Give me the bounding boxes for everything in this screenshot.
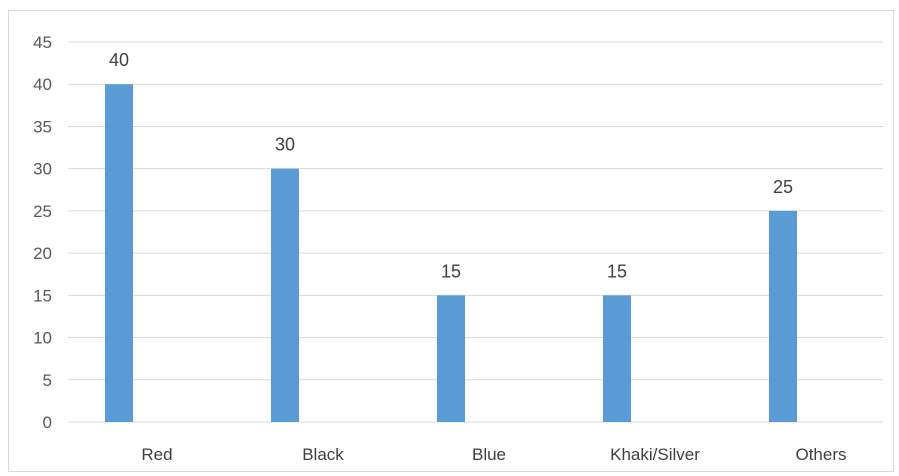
data-label: 30 (275, 135, 295, 155)
bar-khaki-silver (603, 295, 631, 422)
y-tick-label: 35 (33, 117, 52, 136)
y-tick-label: 20 (33, 244, 52, 263)
category-label: Khaki/Silver (610, 445, 700, 464)
bar-black (271, 168, 299, 422)
y-tick-label: 25 (33, 202, 52, 221)
category-label: Blue (472, 445, 506, 464)
gridlines (68, 41, 883, 423)
bar-blue (437, 295, 465, 422)
category-label: Red (141, 445, 172, 464)
data-label: 15 (441, 261, 461, 281)
bar-red (105, 84, 133, 422)
y-tick-label: 45 (33, 33, 52, 52)
data-label: 40 (109, 50, 129, 70)
y-tick-label: 40 (33, 75, 52, 94)
y-tick-label: 15 (33, 286, 52, 305)
bars (105, 84, 797, 422)
data-label: 25 (773, 177, 793, 197)
category-label: Others (795, 445, 846, 464)
x-axis-categories: Red Black Blue Khaki/Silver Others (141, 445, 846, 464)
y-axis-ticks: 0 5 10 15 20 25 30 35 40 45 (33, 33, 52, 432)
bar-others (769, 210, 797, 422)
y-tick-label: 30 (33, 160, 52, 179)
y-tick-label: 10 (33, 329, 52, 348)
data-label: 15 (607, 261, 627, 281)
category-label: Black (302, 445, 344, 464)
y-tick-label: 5 (43, 371, 52, 390)
data-labels: 40 30 15 15 25 (109, 50, 793, 281)
y-tick-label: 0 (43, 413, 52, 432)
